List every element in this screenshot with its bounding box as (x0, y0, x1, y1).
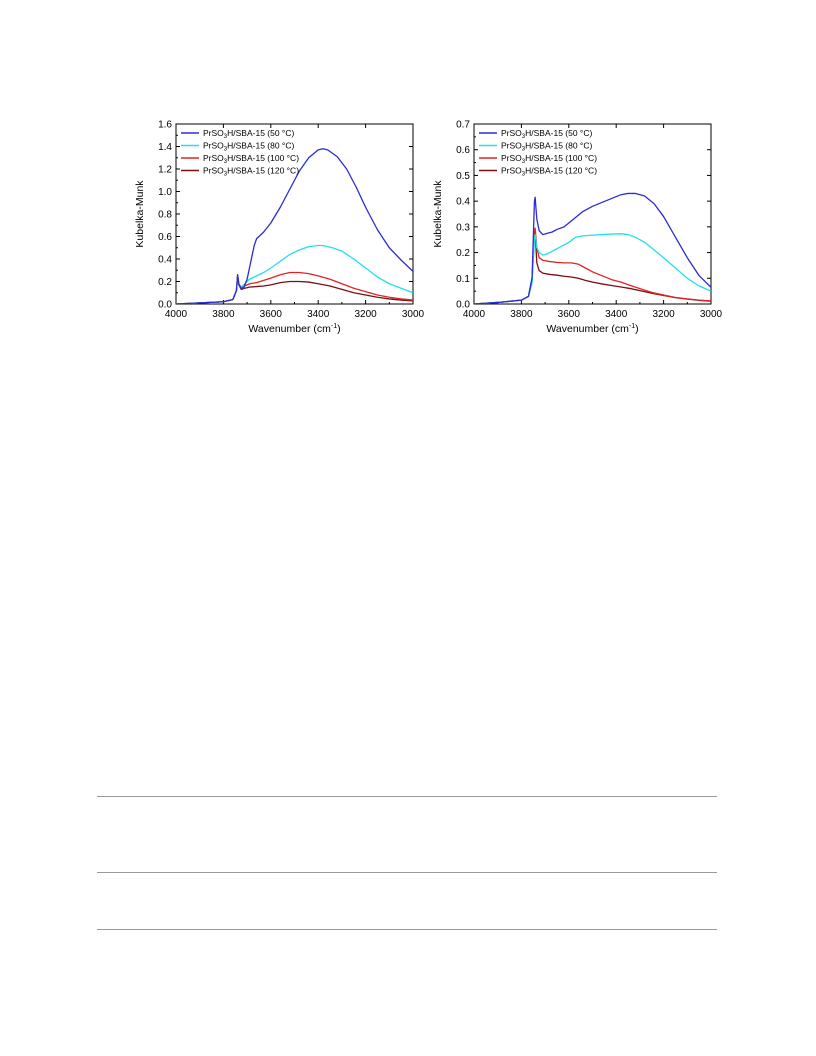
y-tick-label: 0.6 (158, 232, 172, 243)
legend-label-sub: 3 (522, 147, 526, 153)
legend-label-sub: 3 (522, 134, 526, 140)
x-tick-label: 3200 (354, 309, 377, 320)
x-axis-label-sup: -1 (629, 323, 635, 330)
y-tick-label: 0.5 (456, 171, 470, 182)
chart-left-svg: 0.0 0.2 0.4 0.6 0.8 1.0 1.2 1.4 1.6 4000 3800 3600 3… (134, 120, 425, 336)
x-axis-label-close: ) (635, 323, 639, 335)
legend-label-sub: 3 (224, 172, 228, 178)
legend-label-pre: PrSO (501, 141, 522, 151)
x-axis-label-close: ) (337, 323, 341, 335)
y-tick-label: 1.4 (158, 142, 172, 153)
x-tick-label: 3200 (652, 309, 675, 320)
legend-label-post: H/SBA-15 (100 °C) (227, 153, 299, 163)
x-axis-label-sup: -1 (331, 323, 337, 330)
y-axis-label: Kubelka-Munk (432, 180, 444, 248)
legend-label-pre: PrSO (203, 141, 224, 151)
table-rule-middle (97, 872, 717, 873)
y-tick-label: 0.0 (456, 300, 470, 311)
legend-label-sub: 3 (522, 172, 526, 178)
y-tick-label: 0.4 (158, 255, 172, 266)
legend-label-sub: 3 (522, 159, 526, 165)
legend-label-0: PrSO3H/SBA-15 (50 °C) (501, 128, 592, 140)
legend-label-post: H/SBA-15 (100 °C) (525, 153, 597, 163)
legend-label-3: PrSO3H/SBA-15 (120 °C) (501, 166, 597, 178)
x-tick-label: 4000 (463, 309, 486, 320)
series-line-2 (474, 227, 711, 304)
legend-label-2: PrSO3H/SBA-15 (100 °C) (203, 153, 299, 165)
y-tick-label: 0.3 (456, 222, 470, 233)
series-line-1 (474, 233, 711, 304)
y-tick-label: 0.1 (456, 274, 470, 285)
x-tick-label: 3000 (700, 309, 723, 320)
legend-label-pre: PrSO (203, 153, 224, 163)
legend: PrSO3H/SBA-15 (50 °C)PrSO3H/SBA-15 (80 °… (479, 128, 597, 178)
y-tick-label: 0.8 (158, 210, 172, 221)
legend-label-pre: PrSO (501, 153, 522, 163)
x-tick-label: 3400 (605, 309, 628, 320)
series-line-0 (474, 192, 711, 304)
legend-label-sub: 3 (224, 159, 228, 165)
series-line-3 (176, 276, 413, 304)
legend-label-post: H/SBA-15 (120 °C) (525, 166, 597, 176)
y-tick-label: 1.6 (158, 120, 172, 131)
y-tick-label: 1.2 (158, 165, 172, 176)
legend-label-pre: PrSO (501, 166, 522, 176)
x-axis-label: Wavenumber (cm-1) (546, 323, 638, 335)
legend-label-pre: PrSO (203, 166, 224, 176)
x-tick-label: 4000 (165, 309, 188, 320)
legend-label-3: PrSO3H/SBA-15 (120 °C) (203, 166, 299, 178)
x-tick-label: 3400 (307, 309, 330, 320)
y-axis-label: Kubelka-Munk (134, 180, 146, 248)
y-tick-label: 0.4 (456, 197, 470, 208)
legend: PrSO3H/SBA-15 (50 °C)PrSO3H/SBA-15 (80 °… (181, 128, 299, 178)
x-axis-label-main: Wavenumber (cm (248, 323, 331, 335)
legend-label-pre: PrSO (501, 128, 522, 138)
x-tick-label: 3600 (260, 309, 283, 320)
y-tick-label: 0.0 (158, 300, 172, 311)
legend-label-1: PrSO3H/SBA-15 (80 °C) (501, 141, 592, 153)
legend-label-2: PrSO3H/SBA-15 (100 °C) (501, 153, 597, 165)
chart-right: 0.0 0.1 0.2 0.3 0.4 0.5 0.6 0.7 4000 3800 3600 3400… (424, 110, 724, 355)
y-tick-label: 0.2 (158, 277, 172, 288)
chart-left: 0.0 0.2 0.4 0.6 0.8 1.0 1.2 1.4 1.6 4000 3800 3600 3… (126, 110, 426, 355)
legend-label-sub: 3 (224, 147, 228, 153)
legend-label-post: H/SBA-15 (80 °C) (525, 141, 592, 151)
legend-label-sub: 3 (224, 134, 228, 140)
y-tick-label: 0.2 (456, 248, 470, 259)
legend-label-post: H/SBA-15 (80 °C) (227, 141, 294, 151)
table-rule-bottom (97, 929, 717, 930)
plot-frame (473, 123, 712, 305)
legend-label-post: H/SBA-15 (50 °C) (227, 128, 294, 138)
x-tick-label: 3800 (212, 309, 235, 320)
x-tick-label: 3600 (558, 309, 581, 320)
legend-label-0: PrSO3H/SBA-15 (50 °C) (203, 128, 294, 140)
x-tick-label: 3800 (510, 309, 533, 320)
x-axis-label-main: Wavenumber (cm (546, 323, 629, 335)
legend-label-pre: PrSO (203, 128, 224, 138)
y-tick-label: 0.7 (456, 120, 470, 131)
x-tick-label: 3000 (402, 309, 425, 320)
y-tick-label: 1.0 (158, 187, 172, 198)
legend-label-1: PrSO3H/SBA-15 (80 °C) (203, 141, 294, 153)
legend-label-post: H/SBA-15 (120 °C) (227, 166, 299, 176)
table-rule-top (97, 796, 717, 797)
x-axis-label: Wavenumber (cm-1) (248, 323, 340, 335)
y-tick-label: 0.6 (456, 145, 470, 156)
legend-label-post: H/SBA-15 (50 °C) (525, 128, 592, 138)
chart-right-svg: 0.0 0.1 0.2 0.3 0.4 0.5 0.6 0.7 4000 3800 3600 3400… (432, 120, 723, 336)
series-line-0 (176, 148, 413, 304)
